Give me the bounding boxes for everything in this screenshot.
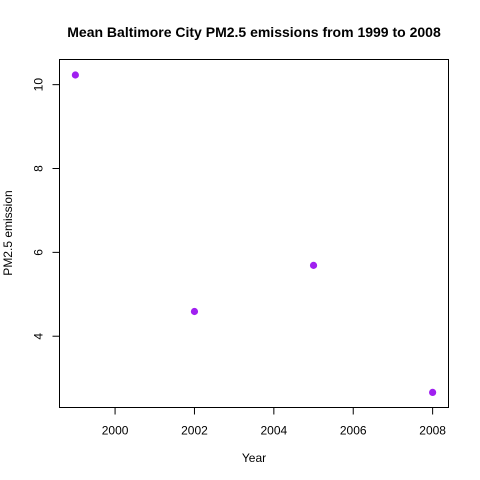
x-tick-label-2000: 2000: [102, 424, 129, 438]
y-axis: 4 6 8 10: [32, 78, 60, 340]
data-point-2008: [429, 388, 437, 397]
data-point-2005: [309, 261, 318, 269]
plot-frame: [59, 59, 449, 408]
data-point-2002: [190, 307, 199, 316]
x-axis-label: Year: [242, 451, 266, 465]
x-tick-label-2004: 2004: [260, 424, 287, 438]
x-axis: 2000 2002 2004 2006 2008: [102, 407, 446, 438]
x-tick-label-2008: 2008: [419, 424, 446, 438]
chart-title: Mean Baltimore City PM2.5 emissions from…: [67, 24, 441, 40]
data-points: [71, 71, 437, 397]
x-tick-label-2006: 2006: [340, 424, 367, 438]
y-axis-label: PM2.5 emission: [1, 190, 15, 275]
data-point-1999: [71, 71, 79, 79]
x-tick-label-2002: 2002: [181, 424, 208, 438]
y-tick-label-8: 8: [32, 165, 46, 172]
y-tick-label-10: 10: [32, 78, 46, 92]
y-tick-label-4: 4: [32, 333, 46, 340]
y-tick-label-6: 6: [32, 249, 46, 256]
